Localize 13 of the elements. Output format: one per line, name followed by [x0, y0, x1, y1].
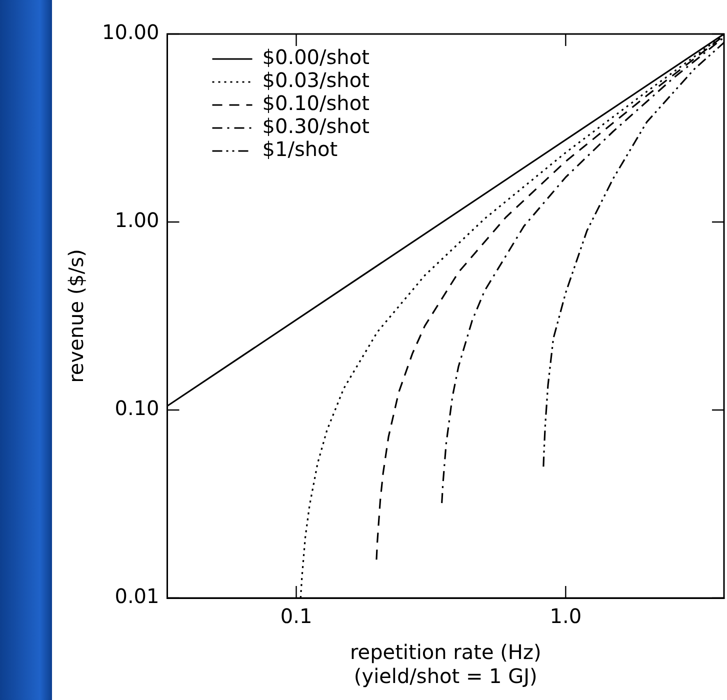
y-axis-title: revenue ($/s) [64, 249, 88, 383]
legend-label: $0.00/shot [262, 45, 370, 70]
x-tick-label: 1.0 [550, 604, 582, 628]
legend-label: $1/shot [262, 137, 338, 162]
legend-label: $0.10/shot [262, 91, 370, 116]
y-tick-label: 1.00 [114, 208, 160, 232]
x-tick-label: 0.1 [280, 604, 312, 628]
y-tick-label: 0.01 [114, 584, 160, 608]
x-axis-title: repetition rate (Hz) (yield/shot = 1 GJ) [350, 640, 542, 688]
legend-label: $0.03/shot [262, 68, 370, 92]
y-tick-label: 10.00 [102, 20, 160, 44]
y-tick-label: 0.10 [114, 396, 160, 420]
legend-label: $0.30/shot [262, 114, 370, 138]
